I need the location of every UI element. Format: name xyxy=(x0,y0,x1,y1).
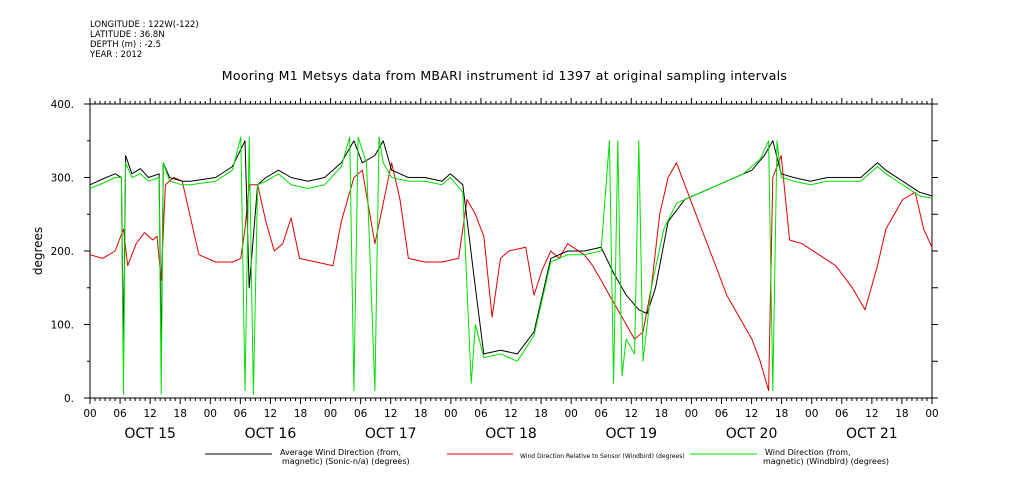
day-label: OCT 19 xyxy=(605,426,657,442)
x-tick-label: 00 xyxy=(204,408,217,420)
x-tick-label: 06 xyxy=(113,408,127,420)
x-tick-label: 00 xyxy=(564,408,577,420)
legend-item-relative-wind: Wind Direction Relative to Sensor (Windb… xyxy=(520,452,685,461)
y-tick-label: 0. xyxy=(64,393,74,405)
x-tick-label: 06 xyxy=(715,408,729,420)
series-line-2 xyxy=(89,136,933,395)
x-tick-label: 18 xyxy=(775,408,788,420)
longitude-text: LONGITUDE : 122W(-122) xyxy=(90,20,199,30)
chart-title: Mooring M1 Metsys data from MBARI instru… xyxy=(221,68,788,83)
x-tick-label: 06 xyxy=(354,408,368,420)
x-tick-label: 12 xyxy=(143,408,156,420)
metadata-block: LONGITUDE : 122W(-122) LATITUDE : 36.8N … xyxy=(90,20,199,60)
x-tick-label: 00 xyxy=(324,408,337,420)
x-tick-label: 18 xyxy=(294,408,307,420)
y-axis-label: degrees xyxy=(31,227,45,275)
series-line-1 xyxy=(89,155,933,392)
x-tick-label: 12 xyxy=(384,408,397,420)
day-label: OCT 17 xyxy=(365,426,417,442)
x-tick-label: 00 xyxy=(444,408,457,420)
x-tick-label: 18 xyxy=(414,408,427,420)
x-tick-label: 06 xyxy=(595,408,609,420)
legend-label-relative: Wind Direction Relative to Sensor (Windb… xyxy=(520,453,685,460)
legend-item-windbird: Wind Direction (from, magnetic) (Windbir… xyxy=(763,448,890,466)
legend-item-avg-wind: Average Wind Direction (from, magnetic) … xyxy=(280,448,410,466)
x-tick-label: 12 xyxy=(264,408,277,420)
legend-label-windbird-2: magnetic) (Windbird) (degrees) xyxy=(763,457,890,466)
x-tick-label: 06 xyxy=(234,408,248,420)
x-tick-label: 18 xyxy=(534,408,547,420)
x-tick-label: 18 xyxy=(895,408,908,420)
legend-label-windbird-1: Wind Direction (from, xyxy=(765,448,851,457)
x-tick-label: 18 xyxy=(174,408,187,420)
series-line-0 xyxy=(89,140,933,355)
y-tick-label: 300. xyxy=(51,173,74,185)
legend-label-avg-2: magnetic) (Sonic-n/a) (degrees) xyxy=(282,457,410,466)
depth-text: DEPTH (m) : -2.5 xyxy=(90,40,162,50)
x-tick-label: 12 xyxy=(745,408,758,420)
x-tick-label: 00 xyxy=(805,408,818,420)
x-tick-label: 12 xyxy=(504,408,517,420)
day-label: OCT 18 xyxy=(485,426,537,442)
y-tick-label: 400. xyxy=(51,99,74,111)
x-tick-label: 18 xyxy=(655,408,668,420)
latitude-text: LATITUDE : 36.8N xyxy=(90,30,165,40)
x-tick-label: 00 xyxy=(925,408,938,420)
x-tick-label: 12 xyxy=(625,408,638,420)
day-label: OCT 20 xyxy=(726,426,778,442)
day-label: OCT 21 xyxy=(846,426,898,442)
year-text: YEAR : 2012 xyxy=(90,50,143,60)
y-tick-label: 200. xyxy=(51,246,74,258)
x-tick-label: 00 xyxy=(685,408,698,420)
day-label: OCT 15 xyxy=(124,426,176,442)
y-tick-label: 100. xyxy=(51,320,74,332)
day-label: OCT 16 xyxy=(245,426,297,442)
x-tick-label: 00 xyxy=(83,408,96,420)
x-tick-label: 06 xyxy=(474,408,488,420)
legend-label-avg-1: Average Wind Direction (from, xyxy=(280,448,402,457)
x-tick-label: 12 xyxy=(865,408,878,420)
x-tick-label: 06 xyxy=(835,408,849,420)
